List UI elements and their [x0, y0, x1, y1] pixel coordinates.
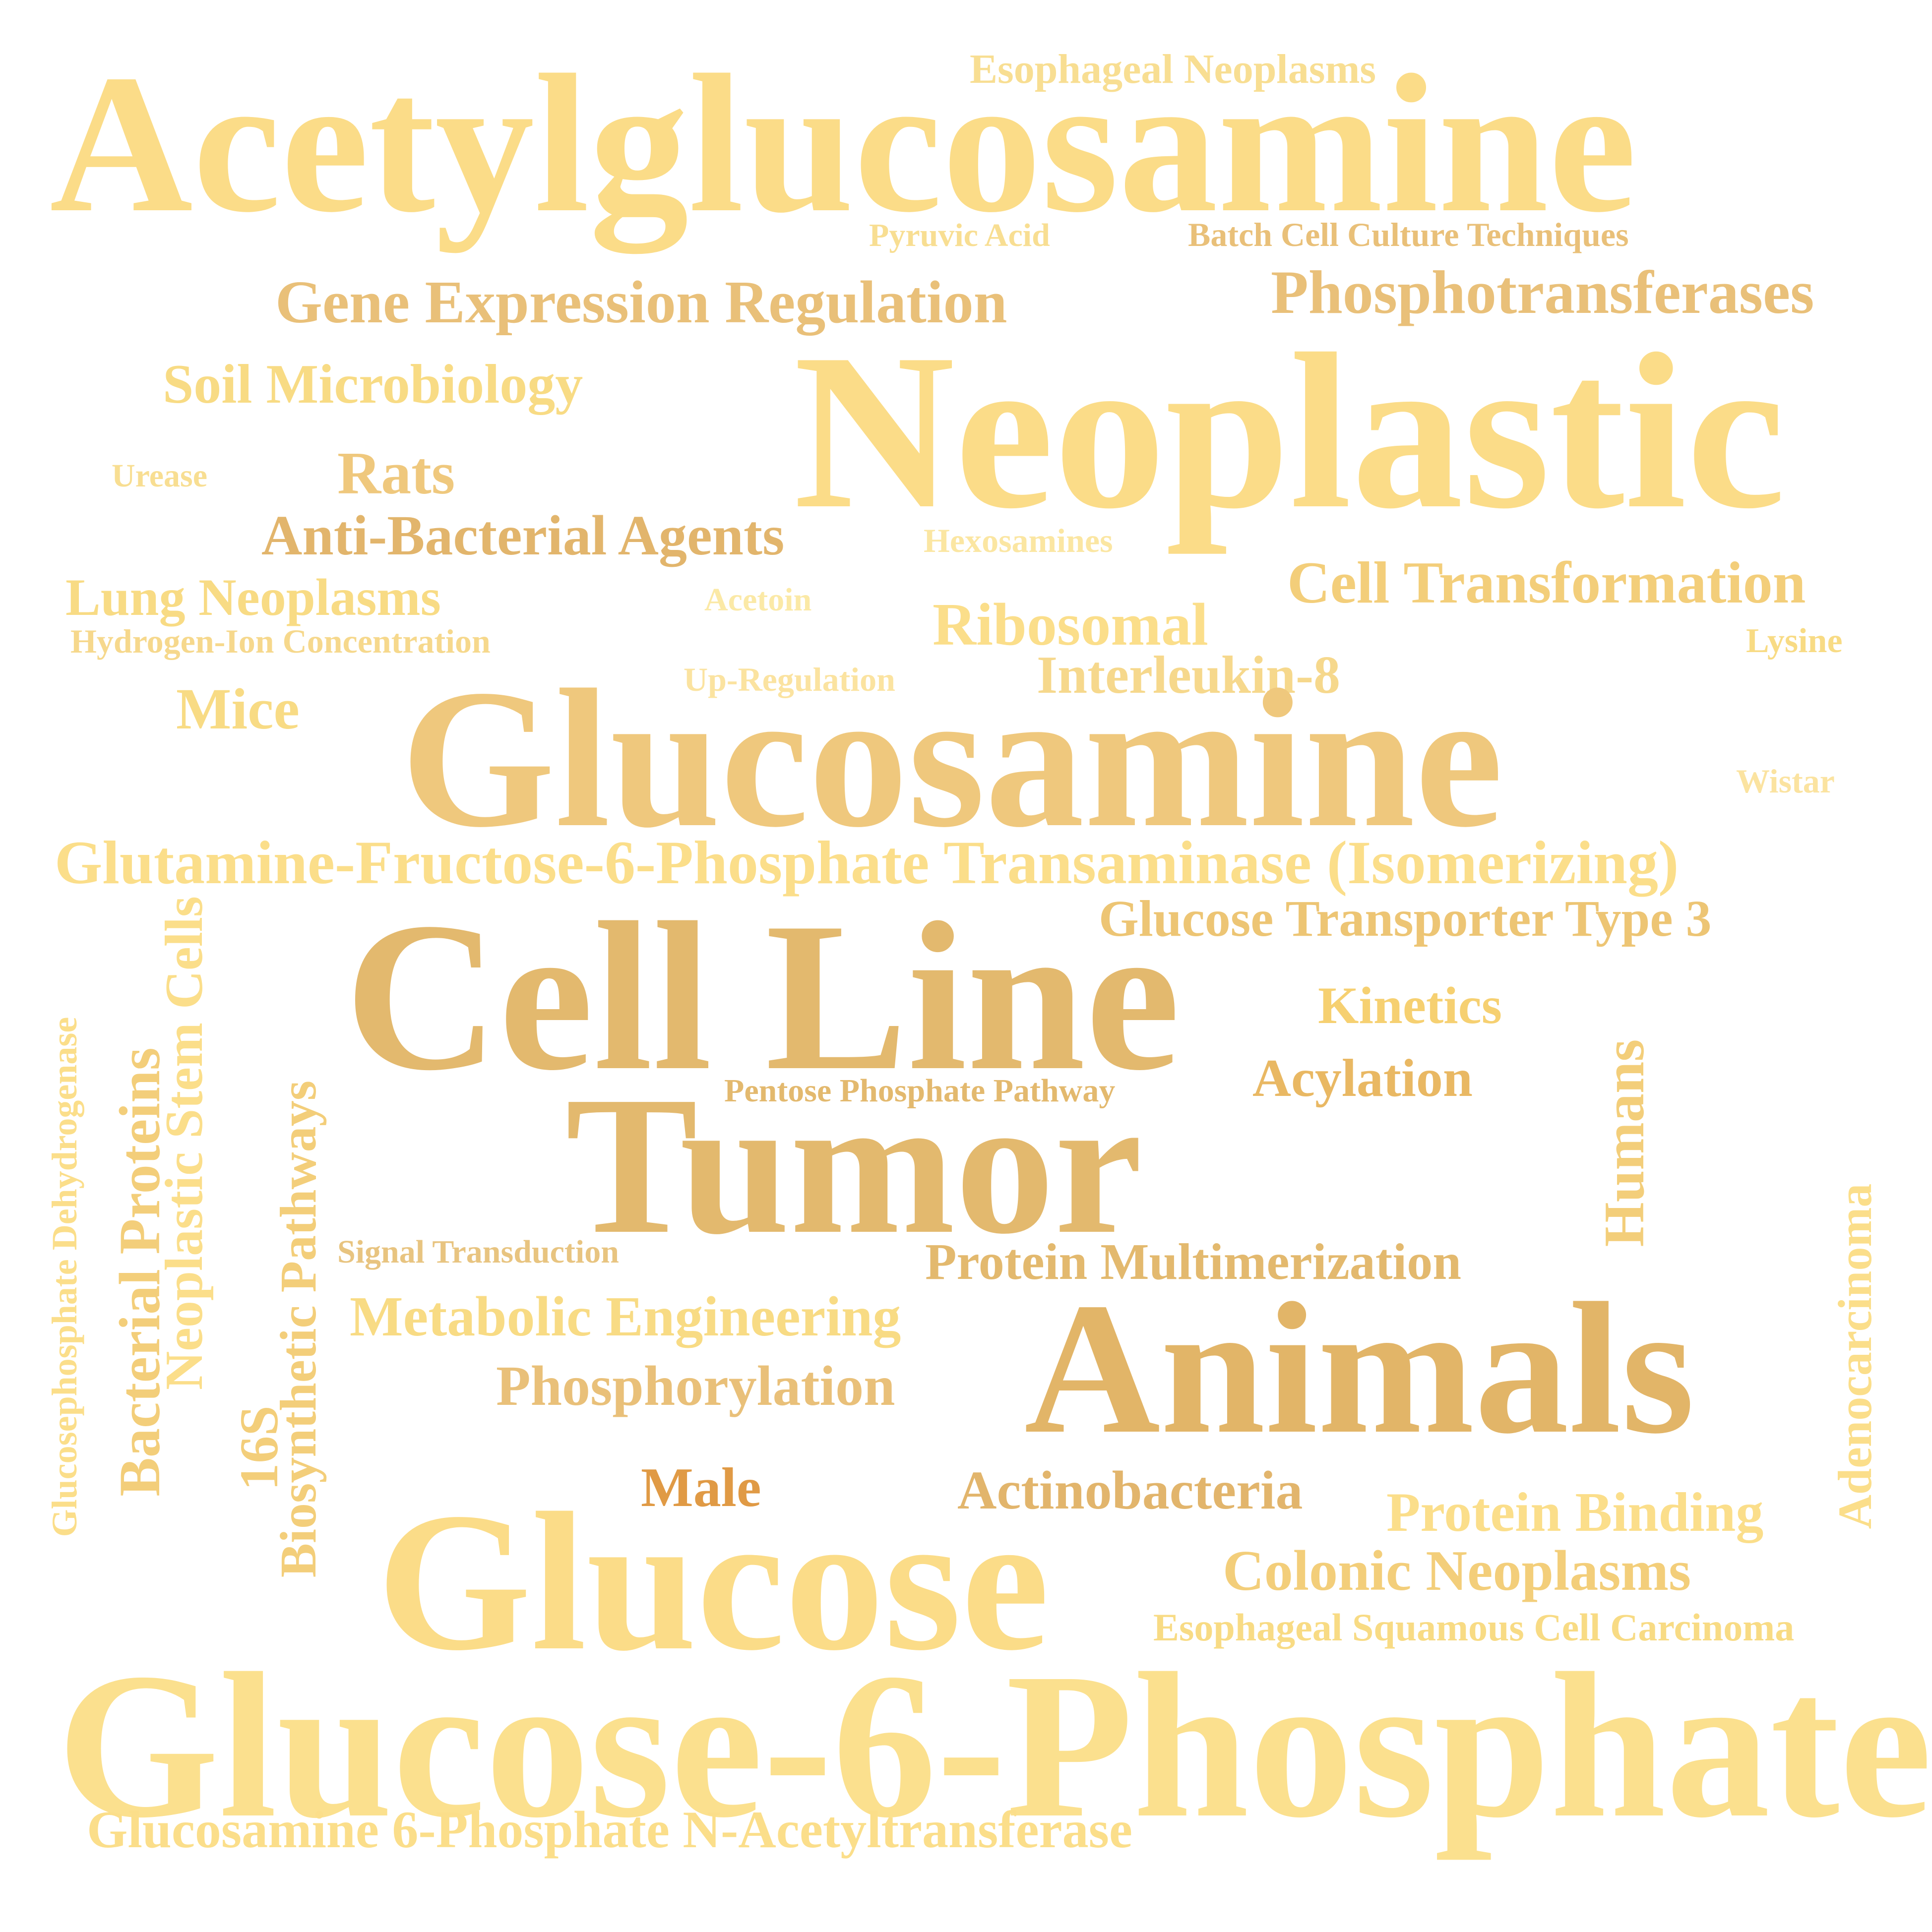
word-soil-microbiology: Soil Microbiology: [163, 354, 583, 415]
word-escc: Esophageal Squamous Cell Carcinoma: [1153, 1606, 1795, 1649]
word-cell-transformation: Cell Transformation: [1287, 549, 1806, 615]
word-male: Male: [641, 1457, 761, 1518]
word-glucose-6-phosphate: Glucose-6-Phosphate: [57, 1630, 1932, 1861]
word-neoplastic: Neoplastic: [794, 308, 1786, 555]
word-anti-bacterial-agents: Anti-Bacterial Agents: [261, 504, 785, 567]
word-gnat: Glucosamine 6-Phosphate N-Acetyltransfer…: [87, 1801, 1132, 1859]
word-acetoin: Acetoin: [704, 582, 812, 618]
word-adenocarcinoma: Adenocarcinoma: [1828, 1183, 1881, 1529]
word-biosynthetic-pathways: Biosynthetic Pathways: [270, 1080, 327, 1578]
word-glucosephosphate-dh: Glucosephosphate Dehydrogenase: [45, 1017, 84, 1537]
word-signal-transduction: Signal Transduction: [337, 1234, 619, 1270]
word-pyruvic-acid: Pyruvic Acid: [869, 217, 1050, 253]
word-rats: Rats: [337, 440, 455, 507]
word-lysine: Lysine: [1746, 622, 1843, 660]
word-ribosomal: Ribosomal: [933, 591, 1208, 658]
word-mice: Mice: [176, 676, 300, 741]
word-animals: Animals: [1024, 1264, 1695, 1473]
word-neoplastic-stem-cells: Neoplastic Stem Cells: [155, 896, 214, 1390]
word-colonic-neoplasms: Colonic Neoplasms: [1223, 1539, 1691, 1603]
word-wistar: Wistar: [1736, 762, 1835, 800]
word-protein-multimerization: Protein Multimerization: [925, 1233, 1462, 1290]
word-hexosamines: Hexosamines: [924, 522, 1113, 559]
word-humans: Humans: [1593, 1039, 1656, 1247]
word-pentose-phosphate: Pentose Phosphate Pathway: [724, 1073, 1116, 1109]
word-glut3: Glucose Transporter Type 3: [1099, 890, 1712, 947]
word-interleukin-8: Interleukin-8: [1037, 646, 1341, 705]
word-batch-cell-culture: Batch Cell Culture Techniques: [1188, 216, 1629, 253]
word-kinetics: Kinetics: [1318, 976, 1502, 1034]
word-esophageal-neoplasms: Esophageal Neoplasms: [970, 46, 1376, 92]
word-cell-line: Cell Line: [345, 879, 1181, 1115]
word-glucose: Glucose: [377, 1472, 1050, 1691]
word-metabolic-engineering: Metabolic Engineering: [350, 1285, 901, 1348]
word-urease: Urease: [112, 458, 208, 494]
word-gfpt: Glutamine-Fructose-6-Phosphate Transamin…: [55, 829, 1679, 897]
word-glucosamine: Glucosamine: [401, 649, 1503, 868]
word-phosphotransferases: Phosphotransferases: [1271, 258, 1814, 326]
word-phosphorylation: Phosphorylation: [496, 1354, 895, 1417]
word-protein-binding: Protein Binding: [1386, 1482, 1764, 1543]
word-tumor: Tumor: [565, 1055, 1143, 1275]
word-acetylglucosamine: Acetylglucosamine: [50, 34, 1637, 253]
word-gene-expression-regulation: Gene Expression Regulation: [275, 269, 1007, 336]
word-up-regulation: Up-Regulation: [684, 661, 895, 698]
word-lung-neoplasms: Lung Neoplasms: [65, 568, 441, 626]
word-actinobacteria: Actinobacteria: [957, 1460, 1303, 1520]
word-hydrogen-ion: Hydrogen-Ion Concentration: [70, 622, 491, 660]
word-acylation: Acylation: [1252, 1049, 1473, 1108]
